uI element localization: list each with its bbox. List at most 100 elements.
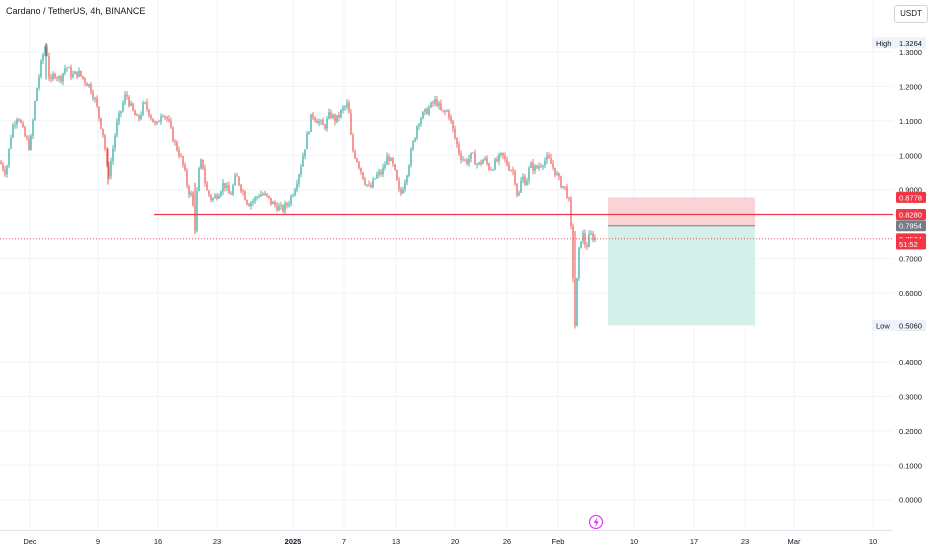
candle-body <box>506 158 508 166</box>
price-axis[interactable]: 1.3000 1.2000 1.1000 1.0000 0.9000 0.7000 0.60… <box>899 48 922 505</box>
candle-body <box>570 198 572 226</box>
candle-body <box>174 141 176 143</box>
candle-body <box>44 47 46 55</box>
candle-body <box>476 164 478 165</box>
candle-body <box>230 193 232 195</box>
time-axis[interactable]: Dec 9 16 23 2025 7 13 20 26 Feb 10 17 23 Mar 10 <box>0 530 893 547</box>
candle-body <box>70 67 72 78</box>
position-zones[interactable] <box>608 197 755 326</box>
candle-body <box>76 71 78 77</box>
candle-body <box>14 124 16 126</box>
price-label: 0.8280 <box>899 210 922 219</box>
candle-body <box>356 158 358 163</box>
candle-body <box>320 120 322 122</box>
price-label: 0.7954 <box>899 222 922 231</box>
candle-body <box>62 73 64 82</box>
price-lines[interactable] <box>0 213 893 240</box>
high-low-value: 0.5060 <box>899 321 922 330</box>
candle-body <box>326 118 328 129</box>
candle-body <box>540 166 542 168</box>
x-tick-label: 13 <box>392 537 400 546</box>
candle-body <box>206 183 208 191</box>
candle-body <box>406 175 408 183</box>
candle-body <box>374 178 376 180</box>
candle-body <box>426 108 428 115</box>
candle-body <box>392 157 394 165</box>
candle-body <box>468 158 470 164</box>
candle-body <box>100 117 102 129</box>
candle-body <box>192 192 194 206</box>
candle-body <box>542 165 544 167</box>
candle-body <box>290 195 292 205</box>
candle-body <box>36 87 38 102</box>
candle-body <box>554 167 556 175</box>
candle-body <box>404 182 406 190</box>
candle-body <box>286 203 288 206</box>
candle-body <box>232 185 234 195</box>
candle-body <box>416 126 418 138</box>
candle-body <box>298 174 300 184</box>
candle-body <box>488 163 490 170</box>
candle-body <box>408 165 410 176</box>
candle-body <box>566 186 568 198</box>
candle-body <box>464 159 466 161</box>
candle-body <box>362 172 364 180</box>
candle-body <box>414 137 416 142</box>
candle-body <box>338 115 340 118</box>
candle-body <box>34 101 36 120</box>
candle-body <box>136 115 138 116</box>
candle-body <box>146 102 148 110</box>
candle-body <box>86 82 88 87</box>
high-low-value: 1.3264 <box>899 39 922 48</box>
x-tick-label: 23 <box>213 537 221 546</box>
high-low-bg <box>872 319 926 331</box>
candle-body <box>360 167 362 173</box>
currency-button[interactable]: USDT <box>894 5 928 23</box>
candle-body <box>98 106 100 118</box>
candle-body <box>592 233 594 241</box>
candle-body <box>394 164 396 171</box>
candle-body <box>398 180 400 190</box>
candle-body <box>512 170 514 172</box>
lightning-icon[interactable] <box>588 514 604 530</box>
candle-body <box>296 183 298 190</box>
candle-body <box>470 152 472 159</box>
candle-body <box>486 158 488 164</box>
candle-body <box>140 114 142 119</box>
candle-body <box>188 185 190 195</box>
candle-body <box>490 169 492 171</box>
candle-body <box>10 137 12 149</box>
candle-body <box>28 139 30 150</box>
candle-body <box>380 171 382 175</box>
candle-body <box>172 127 174 142</box>
candle-body <box>350 113 352 135</box>
candle-body <box>446 110 448 112</box>
candle-body <box>438 103 440 106</box>
candle-body <box>150 115 152 119</box>
candle-body <box>480 162 482 164</box>
stop-loss-zone <box>608 197 755 226</box>
candle-body <box>274 202 276 206</box>
candle-body <box>80 70 82 77</box>
candle-body <box>122 103 124 111</box>
candle-body <box>148 109 150 116</box>
candle-body <box>530 162 532 168</box>
y-tick-label: 0.9000 <box>899 186 922 195</box>
candle-body <box>182 156 184 165</box>
candle-body <box>124 94 126 104</box>
candle-body <box>258 196 260 198</box>
candle-body <box>0 162 2 164</box>
candle-body <box>276 205 278 211</box>
candle-body <box>74 71 76 75</box>
candle-body <box>126 94 128 97</box>
candle-body <box>256 196 258 198</box>
candle-body <box>358 162 360 168</box>
candle-body <box>528 167 530 181</box>
candle-body <box>508 165 510 171</box>
candle-body <box>222 183 224 192</box>
candle-body <box>430 102 432 108</box>
candle-body <box>436 99 438 106</box>
high-low-label: High <box>876 39 891 48</box>
price-labels: 0.87780.82800.79540.757451:520.5058High1… <box>872 37 926 331</box>
